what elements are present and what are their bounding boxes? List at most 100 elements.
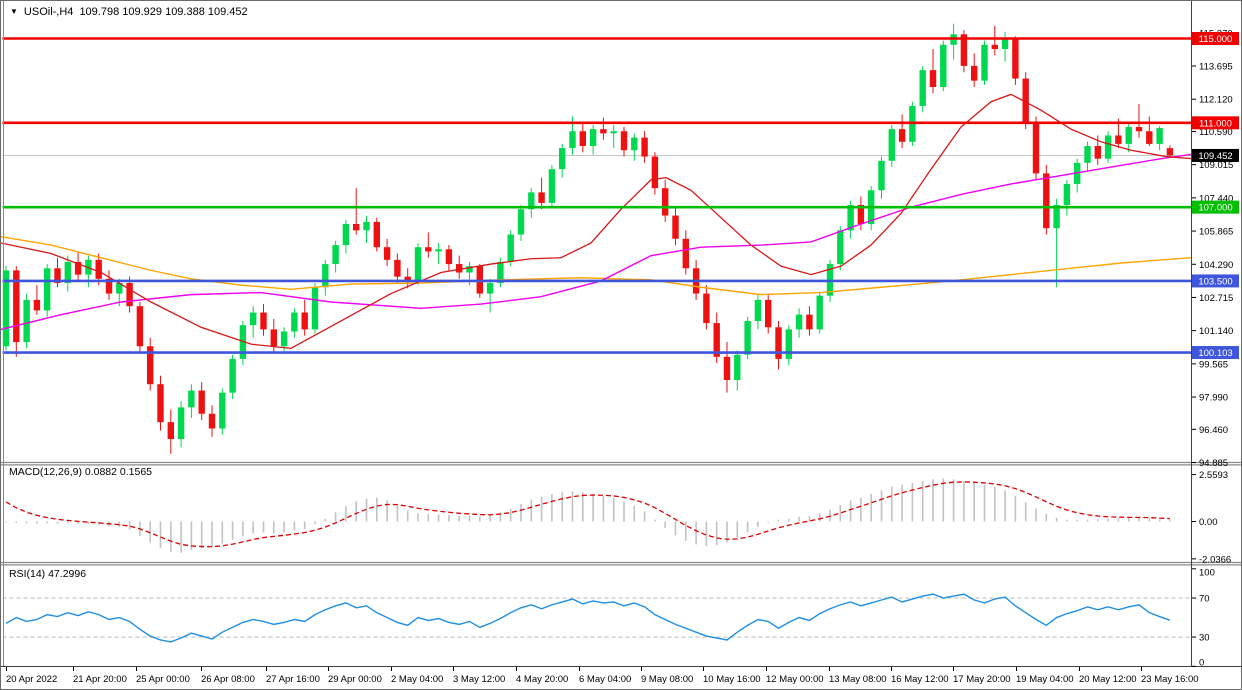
candle xyxy=(1156,128,1163,144)
candle xyxy=(1043,173,1050,229)
candle xyxy=(353,224,360,231)
svg-text:0: 0 xyxy=(1199,658,1204,669)
candle xyxy=(1146,131,1153,144)
candle xyxy=(126,283,133,307)
candle xyxy=(342,224,350,246)
candle xyxy=(682,238,689,269)
time-axis[interactable]: 20 Apr 2022 21 Apr 20:00 25 Apr 00:00 26 Ap… xyxy=(6,667,1199,685)
candle xyxy=(23,299,30,343)
svg-text:30: 30 xyxy=(1199,633,1210,644)
rsi-pane[interactable] xyxy=(2,597,1192,638)
candle xyxy=(754,299,762,321)
candle xyxy=(723,356,731,380)
symbol-dropdown-icon[interactable]: ▼ xyxy=(10,7,18,16)
svg-text:29 Apr 00:00: 29 Apr 00:00 xyxy=(328,674,382,685)
candle xyxy=(291,312,298,332)
svg-text:13 May 08:00: 13 May 08:00 xyxy=(829,674,887,685)
candle xyxy=(229,358,236,393)
svg-text:-2.0366: -2.0366 xyxy=(1199,554,1231,565)
candle xyxy=(898,129,906,142)
svg-text:23 May 16:00: 23 May 16:00 xyxy=(1141,674,1199,685)
symbol-period-label: USOil-,H4 xyxy=(23,6,74,18)
candle xyxy=(1125,127,1132,144)
svg-text:27 Apr 16:00: 27 Apr 16:00 xyxy=(266,674,320,685)
macd-axis[interactable]: 2.5593 0.00 -2.0366 xyxy=(1192,470,1231,565)
candle xyxy=(847,205,854,231)
candle xyxy=(981,44,988,81)
price-badges[interactable]: 115.000 111.000 109.452 107.000 103.500 100.1… xyxy=(1192,32,1239,360)
candle xyxy=(1012,38,1019,79)
candle xyxy=(579,131,586,147)
candle xyxy=(651,156,659,189)
candle xyxy=(2,270,10,347)
svg-text:101.140: 101.140 xyxy=(1199,326,1233,337)
candle xyxy=(486,283,494,294)
candle xyxy=(198,390,205,414)
price-badge-100.103[interactable]: 100.103 xyxy=(1192,346,1239,360)
candle xyxy=(188,390,195,408)
price-badge-107.000[interactable]: 107.000 xyxy=(1192,200,1239,214)
svg-text:105.865: 105.865 xyxy=(1199,227,1233,238)
candle xyxy=(940,44,947,87)
svg-text:115.000: 115.000 xyxy=(1199,34,1233,45)
svg-text:3 May 12:00: 3 May 12:00 xyxy=(453,674,505,685)
svg-text:2 May 04:00: 2 May 04:00 xyxy=(391,674,443,685)
svg-text:25 Apr 00:00: 25 Apr 00:00 xyxy=(136,674,190,685)
svg-text:10 May 16:00: 10 May 16:00 xyxy=(703,674,761,685)
price-axis[interactable]: 115.270113.695112.120110.590109.015107.4… xyxy=(1192,28,1233,469)
candle xyxy=(414,247,422,281)
candle xyxy=(64,261,71,284)
candle xyxy=(765,299,772,328)
svg-text:20 May 12:00: 20 May 12:00 xyxy=(1079,674,1137,685)
price-badge-109.452[interactable]: 109.452 xyxy=(1192,148,1239,162)
candle xyxy=(1063,183,1071,206)
candle xyxy=(878,160,885,191)
candle xyxy=(929,70,937,87)
svg-text:109.452: 109.452 xyxy=(1198,151,1232,162)
candle xyxy=(631,137,638,151)
chart-title-bar: ▼ USOil-,H4 109.798 109.929 109.388 109.… xyxy=(10,6,248,18)
rsi-axis[interactable]: 100 70 30 0 xyxy=(1192,568,1215,669)
price-badge-115.000[interactable]: 115.000 xyxy=(1192,32,1239,45)
svg-text:4 May 20:00: 4 May 20:00 xyxy=(516,674,568,685)
svg-text:26 Apr 08:00: 26 Apr 08:00 xyxy=(201,674,255,685)
candle xyxy=(332,245,339,265)
candle xyxy=(816,295,823,330)
candle xyxy=(538,192,545,203)
macd-indicator-label: MACD(12,26,9) 0.0882 0.1565 xyxy=(9,466,153,478)
candle xyxy=(167,422,174,440)
price-badge-103.500[interactable]: 103.500 xyxy=(1192,274,1239,288)
svg-text:109.015: 109.015 xyxy=(1199,160,1233,171)
candle xyxy=(301,312,308,330)
svg-text:21 Apr 20:00: 21 Apr 20:00 xyxy=(73,674,127,685)
candle xyxy=(456,264,463,273)
svg-text:100: 100 xyxy=(1199,568,1215,579)
svg-text:103.500: 103.500 xyxy=(1198,276,1232,287)
svg-text:113.695: 113.695 xyxy=(1199,62,1233,73)
candle xyxy=(13,270,20,343)
candle xyxy=(1084,146,1091,163)
horizontal-level-lines[interactable] xyxy=(2,37,1192,354)
candle xyxy=(837,230,844,265)
ma-mid-magenta-line[interactable] xyxy=(1,153,1192,331)
candle xyxy=(311,287,319,330)
svg-text:97.990: 97.990 xyxy=(1199,393,1228,404)
candle xyxy=(600,129,607,134)
candle xyxy=(734,354,741,380)
candle xyxy=(620,131,628,151)
ma-fast-red-line[interactable] xyxy=(1,93,1192,350)
candle xyxy=(466,266,473,273)
candle xyxy=(1166,148,1174,156)
ma-slow-orange-line[interactable] xyxy=(1,235,1192,296)
candle xyxy=(1104,135,1112,159)
price-badge-111.000[interactable]: 111.000 xyxy=(1192,116,1239,130)
candle xyxy=(610,131,617,134)
candle xyxy=(559,148,566,170)
svg-text:19 May 04:00: 19 May 04:00 xyxy=(1016,674,1074,685)
candle xyxy=(404,276,411,281)
candle xyxy=(744,320,751,355)
candle xyxy=(435,249,442,252)
candle xyxy=(280,331,288,347)
